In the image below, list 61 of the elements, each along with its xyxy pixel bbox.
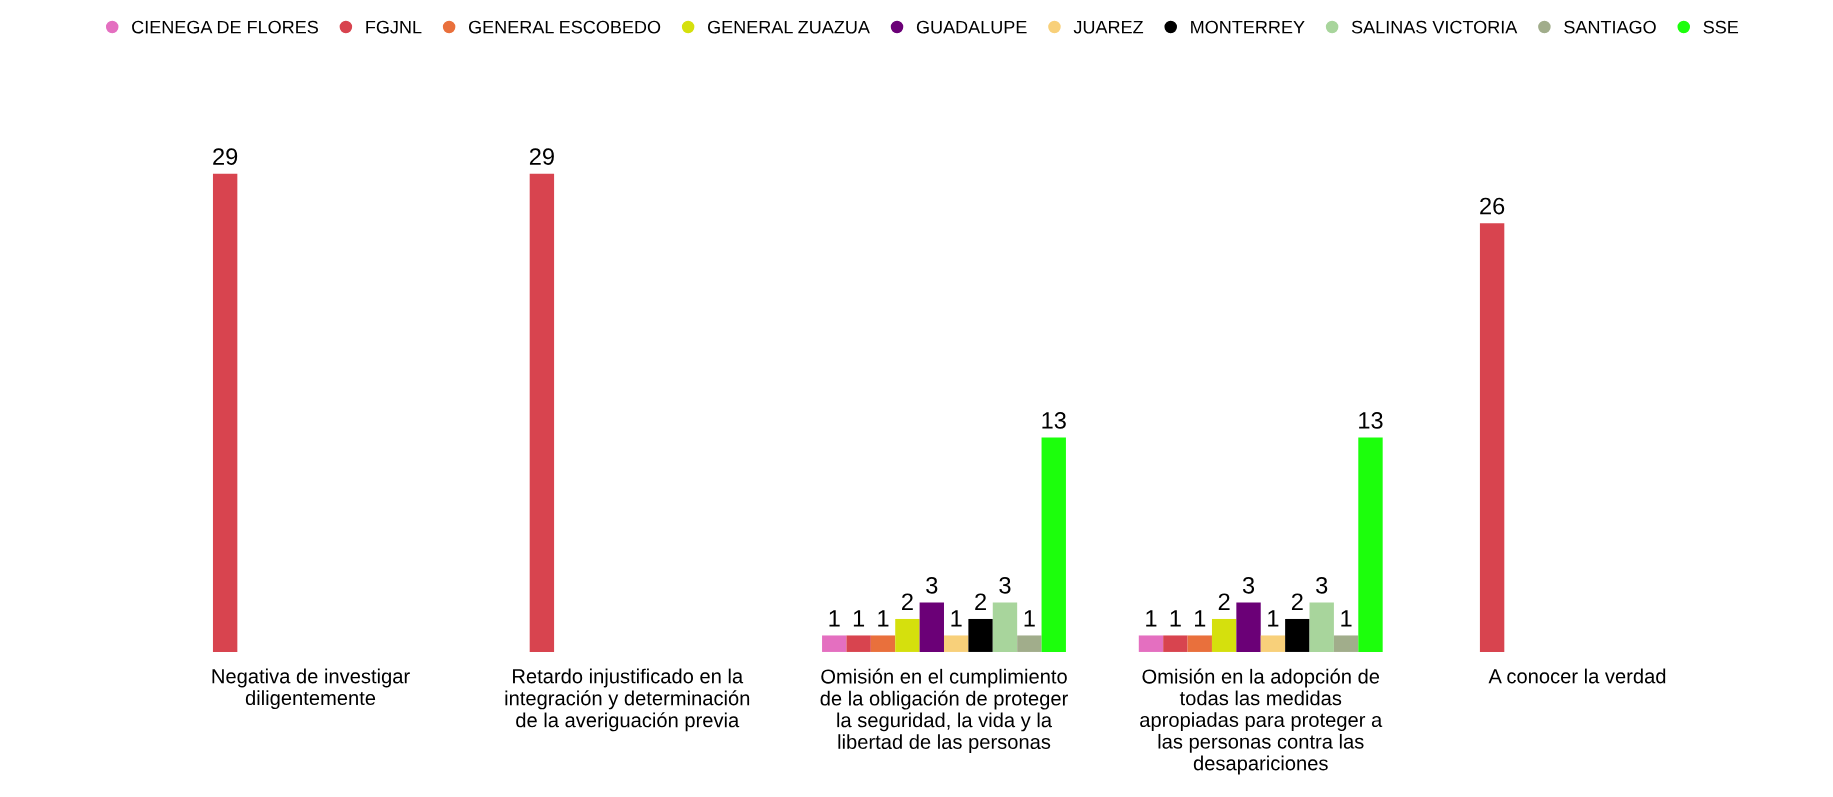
bar bbox=[1479, 223, 1505, 652]
bar bbox=[1163, 635, 1188, 652]
bar bbox=[1309, 602, 1334, 652]
bar bbox=[968, 618, 993, 652]
bar bbox=[870, 635, 896, 652]
data-label: 1 bbox=[951, 610, 962, 627]
data-label: 2 bbox=[975, 593, 986, 610]
bar bbox=[943, 635, 969, 652]
data-label: 3 bbox=[1316, 576, 1328, 594]
data-label: 3 bbox=[1242, 576, 1255, 594]
data-label: 1 bbox=[1146, 610, 1157, 627]
bar bbox=[1236, 602, 1261, 652]
bar bbox=[1017, 635, 1042, 652]
bar bbox=[1285, 618, 1310, 652]
bar bbox=[919, 602, 944, 652]
legend-label: JUAREZ bbox=[1073, 20, 1144, 34]
data-label: 2 bbox=[1218, 593, 1230, 610]
data-label: 13 bbox=[1359, 412, 1383, 429]
data-label: 1 bbox=[853, 610, 865, 627]
legend-label: MONTERREY bbox=[1191, 20, 1305, 34]
bar bbox=[1358, 437, 1383, 652]
data-label: 1 bbox=[829, 610, 840, 627]
bar bbox=[822, 635, 847, 652]
legend-label: SSE bbox=[1703, 20, 1739, 34]
legend-label: FGJNL bbox=[366, 20, 422, 34]
legend-label: GUADALUPE bbox=[916, 20, 1027, 34]
bar bbox=[1333, 635, 1359, 652]
legend-label: SALINAS VICTORIA bbox=[1351, 20, 1518, 34]
data-label: 29 bbox=[529, 148, 554, 165]
data-label: 1 bbox=[1341, 610, 1352, 627]
legend-label: CIENEGA DE FLORES bbox=[132, 20, 318, 34]
data-label: 1 bbox=[1024, 610, 1035, 627]
x-tick-label: Retardo injustificado en la integración y determinación de la averiguación previa bbox=[505, 668, 750, 732]
data-label: 26 bbox=[1480, 197, 1505, 215]
data-label: 13 bbox=[1042, 412, 1066, 429]
data-label: 1 bbox=[1170, 610, 1181, 627]
bar bbox=[895, 618, 920, 652]
bar bbox=[529, 173, 555, 652]
data-label: 29 bbox=[213, 148, 238, 165]
x-tick-label: A conocer la verdad bbox=[1488, 668, 1666, 684]
data-label: 2 bbox=[902, 593, 913, 610]
data-label: 1 bbox=[878, 610, 889, 627]
bar bbox=[1138, 635, 1164, 652]
data-label: 3 bbox=[999, 576, 1011, 594]
legend-label: SANTIAGO bbox=[1564, 20, 1656, 34]
bar bbox=[1260, 635, 1286, 652]
data-label: 1 bbox=[1195, 610, 1206, 627]
data-label: 1 bbox=[1268, 610, 1279, 627]
bar bbox=[1211, 618, 1237, 652]
x-tick-label: Omisión en la adopción de todas las medidas apropiadas para proteger a las personas contra las desapariciones bbox=[1140, 668, 1383, 775]
data-label: 2 bbox=[1291, 593, 1303, 610]
data-label: 3 bbox=[926, 576, 938, 594]
bar bbox=[1041, 437, 1066, 652]
bar bbox=[212, 173, 238, 652]
bar bbox=[992, 602, 1018, 652]
x-tick-label: Negativa de investigar diligentemente bbox=[212, 668, 410, 710]
bar bbox=[1187, 635, 1212, 652]
x-tick-label: Omisión en el cumplimiento de la obligación de proteger la seguridad, la vida y la libertad de las personas bbox=[820, 668, 1068, 753]
legend-label: GENERAL ZUAZUA bbox=[708, 20, 870, 34]
bar bbox=[846, 635, 871, 652]
legend-label: GENERAL ESCOBEDO bbox=[468, 20, 661, 34]
